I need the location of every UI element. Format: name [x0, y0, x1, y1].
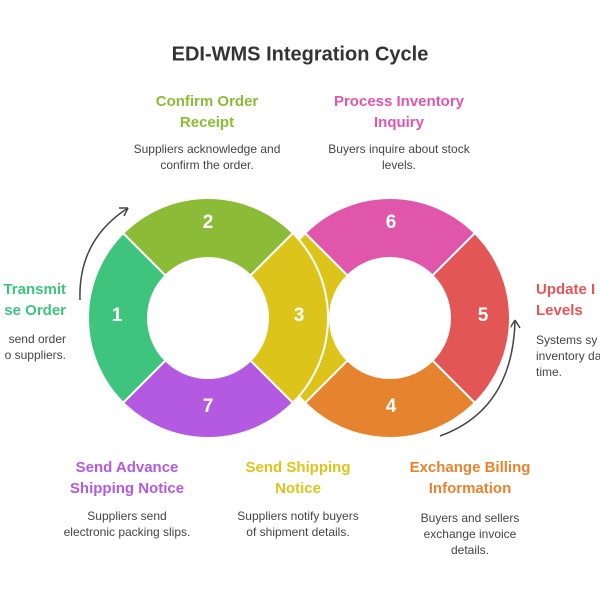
step-number: 5 — [478, 305, 489, 326]
cycle-arrows — [79, 207, 521, 437]
step-title: Confirm Order — [156, 93, 259, 110]
diagram-title: EDI-WMS Integration Cycle — [172, 43, 429, 65]
step-description: Suppliers acknowledge and — [134, 142, 281, 156]
step-number: 6 — [386, 212, 397, 233]
step-description: levels. — [382, 158, 416, 172]
step-description: electronic packing slips. — [64, 525, 191, 539]
ring-segment — [249, 231, 329, 405]
step-title: Update I — [536, 281, 595, 298]
step-description: time. — [536, 365, 562, 379]
step-description: Suppliers notify buyers — [237, 509, 358, 523]
step-description: send order — [9, 332, 66, 346]
step-title: se Order — [4, 302, 66, 319]
step-title: Exchange Billing — [410, 459, 531, 476]
step-description: Buyers and sellers — [421, 511, 520, 525]
ring-segment — [121, 197, 295, 277]
step-description: inventory da — [536, 349, 600, 363]
step-title: Send Shipping — [246, 459, 351, 476]
arrow — [439, 321, 516, 437]
step-description: Buyers inquire about stock — [328, 142, 470, 156]
ring-segment — [87, 231, 167, 405]
step-description: o suppliers. — [5, 348, 66, 362]
step-number: 3 — [294, 305, 305, 326]
step-title: Inquiry — [374, 114, 425, 131]
step-title: Levels — [536, 302, 583, 319]
step-description: details. — [451, 543, 489, 557]
step-title: Process Inventory — [334, 93, 465, 110]
step-title: Shipping Notice — [70, 480, 184, 497]
arrow — [79, 207, 129, 301]
arrowhead — [509, 319, 521, 329]
step-description: of shipment details. — [246, 525, 349, 539]
rings: 1 2 3 4 5 6 7 — [87, 197, 511, 439]
step-title: Receipt — [180, 114, 234, 131]
step-number: 1 — [112, 305, 123, 326]
ring-segment — [303, 197, 477, 277]
step-description: exchange invoice — [424, 527, 517, 541]
step-title: Send Advance — [76, 459, 179, 476]
step-title: Notice — [275, 480, 321, 497]
step-number: 2 — [203, 212, 214, 233]
ring-segment — [121, 359, 295, 439]
labels: Transmit se Order send order o suppliers. Co… — [3, 93, 600, 557]
ring-segment — [303, 359, 477, 439]
step-description: Systems sy — [536, 333, 597, 347]
ring-segment — [431, 231, 511, 405]
step-description: Suppliers send — [87, 509, 166, 523]
step-title: Information — [429, 480, 512, 497]
step-number: 7 — [203, 396, 214, 417]
step-title: Transmit — [3, 281, 66, 298]
arrowhead — [119, 207, 129, 217]
step-description: confirm the order. — [160, 158, 253, 172]
step-number: 4 — [386, 396, 397, 417]
